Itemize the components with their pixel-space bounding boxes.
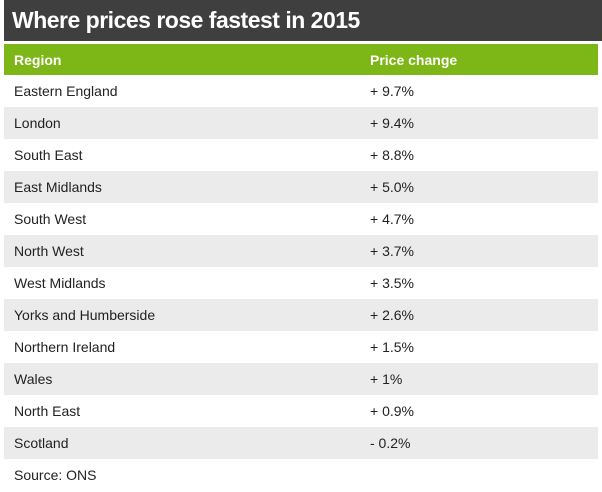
table-row: North East + 0.9% (4, 395, 598, 427)
price-change-cell: + 5.0% (370, 179, 414, 195)
table-row: North West + 3.7% (4, 235, 598, 267)
region-cell: North East (14, 403, 81, 419)
region-cell: Wales (14, 371, 53, 387)
column-header-price-change: Price change (370, 51, 458, 68)
table-row: East Midlands + 5.0% (4, 171, 598, 203)
price-change-cell: + 0.9% (370, 403, 414, 419)
region-cell: London (14, 115, 61, 131)
table-row: Yorks and Humberside + 2.6% (4, 299, 598, 331)
price-change-cell: + 2.6% (370, 307, 414, 323)
region-cell: East Midlands (14, 179, 102, 195)
price-change-cell: - 0.2% (370, 435, 411, 451)
source-note: Source: ONS (14, 467, 97, 483)
price-change-cell: + 3.7% (370, 243, 414, 259)
table-row: South East + 8.8% (4, 139, 598, 171)
region-cell: North West (14, 243, 84, 259)
chart-title: Where prices rose fastest in 2015 (12, 7, 360, 33)
header-row: Region Price change (4, 44, 598, 75)
table-row: Scotland - 0.2% (4, 427, 598, 459)
title-bar: Where prices rose fastest in 2015 (4, 0, 602, 41)
price-change-cell: + 3.5% (370, 275, 414, 291)
price-change-cell: + 9.7% (370, 83, 414, 99)
region-cell: Yorks and Humberside (14, 307, 156, 323)
table-row: Northern Ireland + 1.5% (4, 331, 598, 363)
table-body: Eastern England + 9.7% London + 9.4% South E… (4, 75, 598, 459)
region-cell: West Midlands (14, 275, 106, 291)
table-header: Region Price change (4, 44, 598, 75)
table-row: South West + 4.7% (4, 203, 598, 235)
table-row: West Midlands + 3.5% (4, 267, 598, 299)
column-header-region: Region (14, 51, 62, 68)
price-change-cell: + 4.7% (370, 211, 414, 227)
region-cell: Northern Ireland (14, 339, 116, 355)
price-change-table: Region Price change Eastern England + 9.7… (4, 44, 598, 459)
table-row: Eastern England + 9.7% (4, 75, 598, 107)
table-row: London + 9.4% (4, 107, 598, 139)
price-change-cell: + 9.4% (370, 115, 414, 131)
price-change-cell: + 1.5% (370, 339, 414, 355)
chart-table-card: Where prices rose fastest in 2015 Region… (4, 0, 602, 483)
price-change-cell: + 8.8% (370, 147, 414, 163)
price-change-cell: + 1% (370, 371, 403, 387)
region-cell: Scotland (14, 435, 69, 451)
region-cell: South West (14, 211, 87, 227)
table-row: Wales + 1% (4, 363, 598, 395)
region-cell: Eastern England (14, 83, 118, 99)
region-cell: South East (14, 147, 83, 163)
